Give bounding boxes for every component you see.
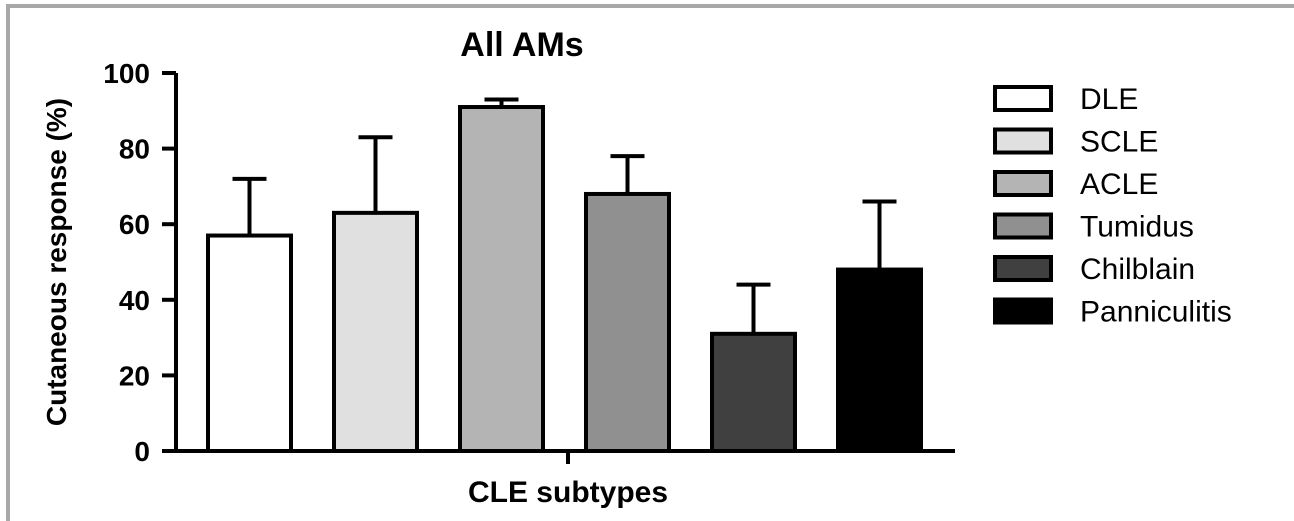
legend-label-scle: SCLE — [1080, 126, 1158, 159]
legend-label-chilblain: Chilblain — [1080, 253, 1195, 286]
figure-border — [6, 4, 1294, 521]
y-tick-label: 40 — [119, 285, 150, 316]
bar-scle — [332, 210, 419, 453]
legend-swatch-tumidus — [993, 212, 1053, 240]
y-tick-label: 0 — [134, 436, 150, 467]
bar-chilblain — [710, 331, 797, 454]
bar-acle — [458, 105, 545, 454]
legend-swatch-dle — [993, 85, 1053, 112]
legend-label-panniculitis: Panniculitis — [1080, 296, 1232, 329]
bars-group — [206, 97, 923, 454]
legend-label-dle: DLE — [1080, 83, 1138, 116]
legend-swatch-scle — [993, 127, 1053, 155]
legend-label-acle: ACLE — [1080, 168, 1158, 201]
y-tick-label: 80 — [119, 134, 150, 165]
legend-swatch-acle — [993, 170, 1053, 197]
bar-dle — [206, 233, 293, 453]
y-axis-label: Cutaneous response (%) — [41, 98, 72, 426]
legend-swatch-panniculitis — [993, 297, 1053, 325]
bar-panniculitis — [836, 267, 923, 453]
bar-tumidus — [584, 191, 671, 454]
y-tick-label: 60 — [119, 209, 150, 240]
legend-swatch-chilblain — [993, 255, 1053, 282]
y-tick-label: 20 — [119, 360, 150, 391]
legend: DLE SCLE ACLE Tumidus Chilblain Panniculitis — [993, 83, 1232, 329]
chart-title: All AMs — [460, 26, 583, 64]
y-tick-label: 100 — [103, 58, 150, 89]
x-axis-label: CLE subtypes — [468, 476, 668, 509]
legend-label-tumidus: Tumidus — [1080, 211, 1194, 244]
y-ticks: 0 20 40 60 80 100 — [103, 58, 176, 467]
